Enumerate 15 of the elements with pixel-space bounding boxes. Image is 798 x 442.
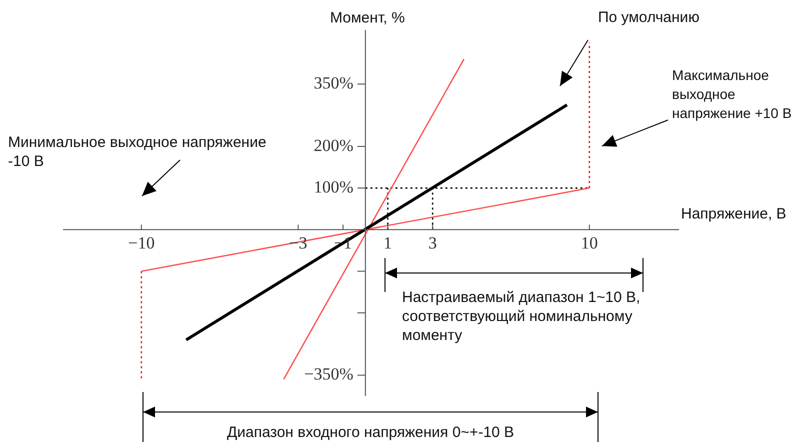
x-tick-label: 3 [428,234,437,253]
y-axis-title: Момент, % [330,10,405,27]
y-tick-label: 100% [314,178,354,197]
text: По умолчанию [598,8,700,27]
x-tick-label: 1 [384,234,392,253]
x-tick-label: 10 [580,234,598,253]
y-tick-label: 350% [314,74,354,93]
annotation: Минимальное выходное напряжение -10 В [8,133,268,171]
x-tick-label: −10 [128,234,155,253]
y-tick-label: 200% [314,136,354,155]
annotation: Настраиваемый диапазон 1~10 В, соответствующий номинальному моменту [402,288,642,345]
text: Диапазон входного напряжения 0~+-10 В [226,423,516,442]
x-axis-title: Напряжение, В [681,205,786,222]
y-tick-label: −350% [304,364,354,384]
annotation: Максимальное выходное напряжение +10 В [672,66,793,123]
